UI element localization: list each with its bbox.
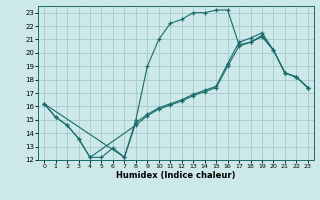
X-axis label: Humidex (Indice chaleur): Humidex (Indice chaleur) <box>116 171 236 180</box>
